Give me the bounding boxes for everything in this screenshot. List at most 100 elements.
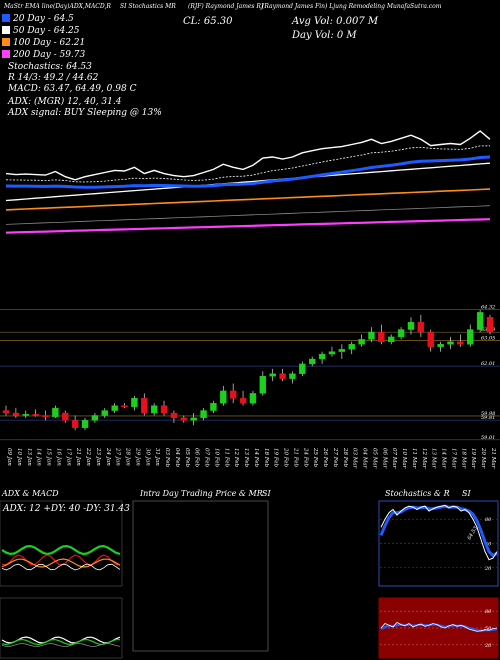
ema50-label: 50 Day - 64.25 (13, 26, 80, 36)
date-tick-label: 07 Mar (391, 448, 397, 469)
candle-body (32, 414, 39, 416)
candle-body (249, 393, 257, 404)
date-tick-label: 17 Jan (65, 448, 71, 466)
stoch-tick-label: 50 (485, 542, 492, 548)
date-tick-label: 20 Feb (283, 447, 289, 468)
date-tick-label: 25 Feb (312, 447, 318, 468)
candle-body (81, 420, 89, 428)
macd-hist-line (1, 643, 121, 647)
ema20-line (5, 155, 491, 189)
rsi-tick-label: 80 (485, 609, 492, 615)
candle-body (91, 415, 99, 421)
candle-body (407, 321, 415, 330)
candle-body (338, 348, 346, 352)
stoch-fast-line (380, 504, 498, 561)
date-tick-label: 18 Feb (263, 448, 269, 468)
candle-body (62, 412, 69, 421)
candle-body (160, 405, 168, 414)
ema50-swatch (2, 26, 10, 34)
adx-lines (1, 544, 121, 571)
adx-panel-frame (0, 500, 123, 587)
candle-body (239, 398, 247, 404)
date-tick-label: 05 Feb (184, 448, 190, 468)
rsi-tick-label: 50 (485, 626, 492, 632)
candle-body (427, 331, 434, 347)
ema50-line (5, 162, 491, 202)
date-tick-label: 24 Jan (105, 447, 111, 466)
ema100-line (5, 188, 491, 211)
date-tick-label: 20 Mar (480, 447, 486, 469)
candle-body (52, 407, 59, 417)
adx-macd-panel: ADX & MACD ADX: 12 +DY: 40 -DY: 31.43 (0, 489, 130, 659)
candle-body (101, 410, 108, 416)
candle-body (259, 375, 267, 394)
date-tick-label: 21 Jan (75, 447, 81, 466)
candle-body (378, 331, 385, 343)
ticker-line: MaStr EMA line(Day)ADX,MACD,R (3, 3, 111, 10)
candle-body (358, 339, 365, 345)
candle-body (417, 321, 425, 333)
date-tick-label: 15 Jan (46, 448, 52, 466)
adx-panel-title: ADX & MACD (1, 489, 59, 498)
date-tick-label: 29 Jan (134, 447, 140, 466)
adx-minus-di-line (1, 554, 121, 566)
intraday-title: Intra Day Trading Price & MR (139, 489, 263, 498)
macd-label: MACD: 63.47, 64.49, 0.98 C (7, 84, 137, 94)
date-tick-label: 22 Jan (85, 447, 91, 466)
candle-body (368, 331, 375, 340)
candle-body (447, 341, 454, 345)
price-level-label: 59.98 (481, 411, 495, 417)
price-level-label: 59.81 (481, 415, 495, 421)
ema-grey-line (5, 205, 491, 225)
ema200-swatch (2, 50, 10, 58)
intraday-panel: Intra Day Trading Price & MR SI (132, 489, 271, 652)
candle-body (348, 344, 355, 350)
date-tick-label: 03 Feb (164, 448, 170, 468)
rsi-lines (380, 621, 498, 632)
candle-body (220, 390, 227, 404)
day-volume: Day Vol: 0 M (291, 30, 357, 41)
date-tick-label: 19 Feb (273, 448, 279, 468)
ema200-label: 200 Day - 59.73 (12, 50, 86, 60)
date-tick-label: 10 Mar (401, 448, 407, 469)
stoch-tick-label: 80 (485, 517, 492, 523)
date-axis: 09 Jan 10 Jan 13 Jan 14 Jan 15 Jan 16 Jan 17 J… (6, 447, 496, 469)
date-tick-label: 21 Mar (490, 447, 496, 469)
stochastics-panel: Stochastics & R SI 80 50 20 64.53 80 50 20 (378, 489, 499, 659)
date-tick-label: 10 Feb (213, 448, 219, 468)
adx-line (1, 558, 121, 568)
adx-panel-values: ADX: 12 +DY: 40 -DY: 31.43 (2, 504, 130, 514)
rsi-panel-frame (378, 597, 499, 659)
rsi-tick-label: 20 (484, 643, 492, 649)
stoch-lines: 64.53 (379, 504, 498, 561)
candle-body (476, 312, 484, 330)
avg-volume: Avg Vol: 0.007 M (291, 16, 379, 27)
macd-lines (1, 636, 121, 647)
candle-body (309, 358, 316, 365)
adx-signal-line (1, 563, 121, 571)
candle-body (170, 412, 178, 419)
stoch-panel-si: SI (462, 489, 471, 498)
date-tick-label: 31 Jan (154, 448, 160, 466)
rsi-signal-line (380, 623, 498, 632)
date-tick-label: 09 Jan (6, 448, 12, 466)
candle-body (200, 410, 207, 419)
candle-body (229, 390, 237, 399)
candle-body (328, 351, 336, 355)
date-tick-label: 13 Feb (243, 448, 249, 468)
price-level-label: 64.32 (481, 304, 495, 310)
candle-body (269, 373, 276, 377)
date-tick-label: 17 Mar (450, 448, 456, 469)
stoch-label: Stochastics: 64.53 (8, 62, 92, 72)
date-tick-label: 06 Feb (194, 448, 200, 468)
date-tick-label: 04 Feb (174, 448, 180, 468)
macd-line (1, 636, 121, 644)
date-tick-label: 13 Jan (26, 448, 32, 466)
candle-body (318, 353, 326, 360)
candle-body (467, 329, 474, 345)
date-tick-label: 18 Mar (460, 448, 466, 469)
date-tick-label: 21 Feb (292, 447, 298, 468)
adx-label: ADX: (MGR) 12, 40, 31.4 (7, 96, 122, 107)
date-tick-label: 10 Jan (16, 448, 22, 466)
candle-body (180, 417, 187, 421)
